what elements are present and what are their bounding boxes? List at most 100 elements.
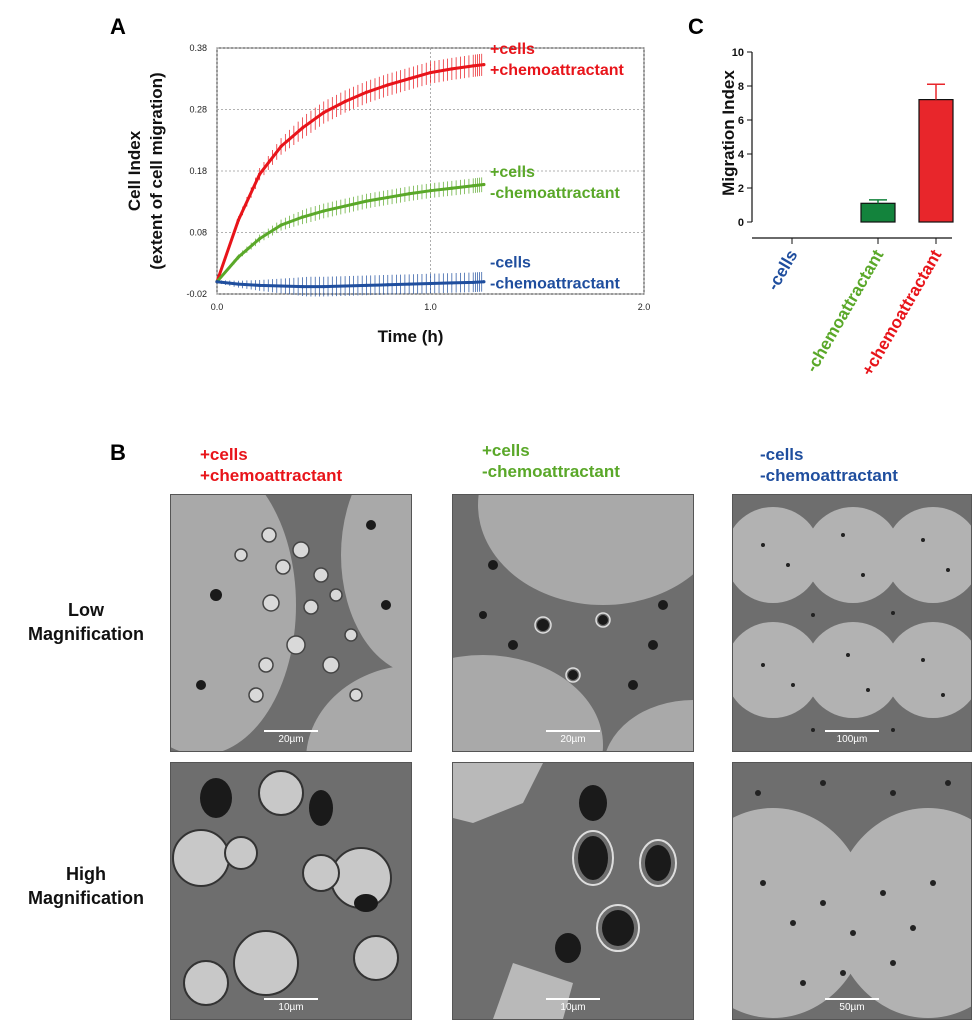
row-label-high-line1: High bbox=[66, 864, 106, 884]
data-point bbox=[322, 110, 326, 115]
scale-bar: 20µm bbox=[546, 730, 600, 745]
data-point bbox=[322, 285, 326, 289]
panel-letter-b: B bbox=[110, 440, 126, 465]
y-axis-label-line1: Cell Index bbox=[125, 130, 144, 211]
scale-bar: 50µm bbox=[825, 998, 879, 1013]
data-point bbox=[364, 283, 369, 287]
x-category-label: -cells bbox=[763, 247, 801, 294]
row-label-high: High Magnification bbox=[6, 862, 166, 910]
column-header-1-line1: +cells bbox=[200, 445, 248, 464]
sem-micrograph bbox=[733, 507, 971, 732]
data-point bbox=[258, 283, 262, 287]
data-point bbox=[471, 280, 475, 284]
bar-3 bbox=[918, 98, 954, 223]
data-point bbox=[279, 144, 283, 148]
panel-letter-c: C bbox=[688, 14, 704, 39]
series-label-line1: +cells bbox=[490, 164, 535, 181]
sem-image-high-cells-chemo: 10µm bbox=[170, 762, 412, 1020]
y-tick-label: 0.08 bbox=[189, 228, 207, 238]
column-header-2-line1: +cells bbox=[482, 441, 530, 460]
data-point bbox=[407, 282, 411, 286]
scale-label: 100µm bbox=[836, 734, 868, 745]
data-point bbox=[322, 209, 326, 213]
scale-bar: 100µm bbox=[825, 730, 879, 745]
column-header-3-line2: -chemoattractant bbox=[760, 466, 898, 485]
data-point bbox=[407, 77, 411, 81]
series-label-line2: -chemoattractant bbox=[490, 185, 620, 202]
x-tick-label: 2.0 bbox=[638, 302, 651, 312]
data-point bbox=[236, 255, 240, 259]
y-axis-label-line2: (extent of cell migration) bbox=[147, 72, 166, 269]
data-point bbox=[215, 280, 219, 284]
scale-label: 20µm bbox=[560, 734, 586, 745]
series-label-line1: -cells bbox=[490, 254, 531, 271]
data-point bbox=[279, 284, 283, 288]
data-point bbox=[471, 64, 475, 68]
scale-label: 10µm bbox=[560, 1002, 586, 1013]
column-header-1: +cells +chemoattractant bbox=[200, 444, 342, 486]
sem-image-low-nocells-nochemo: 100µm bbox=[732, 494, 972, 752]
scale-label: 50µm bbox=[839, 1002, 865, 1013]
series-line bbox=[215, 63, 485, 283]
data-point bbox=[386, 283, 390, 287]
data-point bbox=[236, 218, 240, 222]
series-label-line2: +chemoattractant bbox=[490, 62, 624, 79]
sem-micrograph bbox=[733, 780, 971, 1018]
data-point bbox=[300, 285, 304, 289]
scale-bar: 10µm bbox=[264, 998, 318, 1013]
row-label-high-line2: Magnification bbox=[28, 888, 144, 908]
data-point bbox=[236, 282, 240, 286]
y-tick-label: 6 bbox=[738, 115, 744, 127]
row-label-low-line2: Magnification bbox=[28, 624, 144, 644]
data-point bbox=[450, 281, 454, 285]
sem-image-low-cells-chemo: 20µm bbox=[170, 494, 412, 752]
data-point bbox=[343, 284, 347, 288]
data-point bbox=[482, 182, 486, 187]
data-point bbox=[364, 90, 369, 94]
sem-micrograph bbox=[453, 763, 677, 1019]
series-line bbox=[216, 280, 484, 289]
data-point bbox=[428, 281, 433, 286]
data-point bbox=[343, 99, 347, 104]
sem-micrograph bbox=[453, 495, 693, 751]
series-label-line2: -chemoattractant bbox=[490, 275, 620, 292]
y-tick-label: -0.02 bbox=[186, 289, 207, 299]
row-label-low: Low Magnification bbox=[6, 598, 166, 646]
data-point bbox=[428, 71, 433, 75]
x-tick-label: 0.0 bbox=[211, 302, 224, 312]
y-tick-label: 8 bbox=[738, 81, 744, 93]
data-point bbox=[386, 83, 390, 87]
data-point bbox=[450, 186, 454, 190]
data-point bbox=[471, 184, 475, 188]
x-axis-label: Time (h) bbox=[378, 327, 444, 346]
data-point bbox=[300, 126, 304, 130]
y-tick-label: 0.28 bbox=[189, 105, 207, 115]
scale-bar: 20µm bbox=[264, 730, 318, 745]
sem-image-high-cells-nochemo: 10µm bbox=[452, 762, 694, 1020]
data-point bbox=[364, 199, 369, 203]
column-header-3-line1: -cells bbox=[760, 445, 804, 464]
column-header-2-line2: -chemoattractant bbox=[482, 462, 620, 481]
column-header-3: -cells -chemoattractant bbox=[760, 444, 898, 486]
y-tick-label: 0 bbox=[738, 217, 744, 229]
data-point bbox=[343, 204, 347, 208]
y-tick-label: 0.18 bbox=[189, 166, 207, 176]
scale-label: 20µm bbox=[278, 734, 304, 745]
data-point bbox=[279, 223, 283, 227]
column-header-2: +cells -chemoattractant bbox=[482, 440, 620, 482]
sem-micrograph bbox=[171, 495, 411, 751]
y-tick-label: 10 bbox=[732, 47, 744, 59]
cell-index-line-chart: 0.38 0.28 0.18 0.08 -0.02 0.0 1.0 2.0 Time (h) Ce… bbox=[125, 41, 651, 346]
y-tick-label: 2 bbox=[738, 183, 744, 195]
scale-bar: 10µm bbox=[546, 998, 600, 1013]
data-point bbox=[407, 192, 411, 196]
data-point bbox=[428, 189, 433, 193]
x-tick-label: 1.0 bbox=[424, 302, 437, 312]
series-1: +cells +chemoattractant bbox=[215, 41, 624, 284]
data-point bbox=[482, 280, 486, 284]
y-axis-label: Cell Index (extent of cell migration) bbox=[125, 72, 166, 269]
data-point bbox=[258, 172, 262, 176]
scale-label: 10µm bbox=[278, 1002, 304, 1013]
series-2: +cells -chemoattractant bbox=[215, 164, 620, 284]
